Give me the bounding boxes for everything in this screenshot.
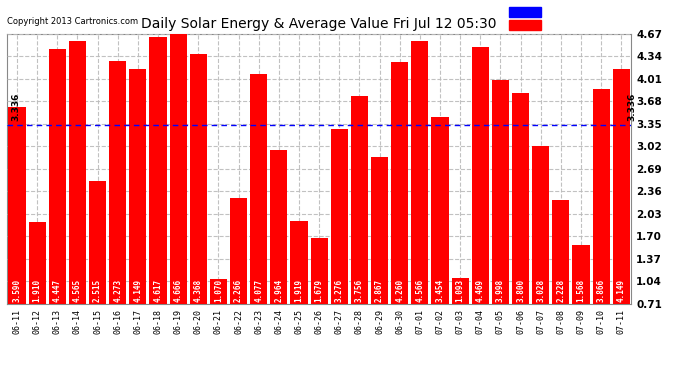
Bar	[552, 200, 569, 304]
Bar	[512, 93, 529, 304]
Text: 4.149: 4.149	[133, 279, 142, 302]
Text: 3.998: 3.998	[496, 279, 505, 302]
Bar	[509, 20, 540, 30]
Bar	[210, 279, 227, 304]
Bar	[613, 69, 630, 304]
Text: 4.273: 4.273	[113, 279, 122, 302]
Text: 2.515: 2.515	[93, 279, 102, 302]
Text: 3.336: 3.336	[11, 93, 20, 121]
Text: 4.666: 4.666	[174, 279, 183, 302]
Text: Daily     ($): Daily ($)	[544, 21, 600, 30]
Text: 1.568: 1.568	[576, 279, 586, 302]
Bar	[509, 7, 540, 17]
Text: 4.566: 4.566	[415, 279, 424, 302]
Text: 4.149: 4.149	[617, 279, 626, 302]
Text: 3.276: 3.276	[335, 279, 344, 302]
Bar	[331, 129, 348, 304]
Bar	[532, 146, 549, 304]
Bar	[190, 54, 207, 304]
Text: 3.454: 3.454	[435, 279, 444, 302]
Bar	[492, 80, 509, 304]
Bar	[230, 198, 247, 304]
Bar	[28, 222, 46, 304]
Title: Daily Solar Energy & Average Value Fri Jul 12 05:30: Daily Solar Energy & Average Value Fri J…	[141, 17, 497, 31]
Text: 3.336: 3.336	[627, 93, 636, 121]
Bar	[351, 96, 368, 304]
Text: 2.266: 2.266	[234, 279, 243, 302]
Text: Average  ($): Average ($)	[544, 8, 607, 16]
Bar	[49, 49, 66, 304]
Bar	[89, 181, 106, 304]
Text: 3.590: 3.590	[12, 279, 21, 302]
Bar	[411, 41, 428, 304]
Bar	[8, 107, 26, 304]
Text: 4.617: 4.617	[153, 279, 162, 302]
Bar	[573, 245, 589, 304]
Text: 4.565: 4.565	[73, 279, 82, 302]
Bar	[290, 221, 308, 304]
Text: 4.260: 4.260	[395, 279, 404, 302]
Bar	[391, 62, 408, 304]
Text: 4.368: 4.368	[194, 279, 203, 302]
Text: 2.867: 2.867	[375, 279, 384, 302]
Bar	[593, 88, 610, 304]
Text: 4.469: 4.469	[476, 279, 485, 302]
Text: 2.964: 2.964	[275, 279, 284, 302]
Bar	[250, 74, 267, 304]
Text: 1.910: 1.910	[32, 279, 41, 302]
Bar	[371, 157, 388, 304]
Bar	[431, 117, 448, 304]
Bar	[451, 278, 469, 304]
Text: 1.679: 1.679	[315, 279, 324, 302]
Text: 4.077: 4.077	[254, 279, 263, 302]
Text: 3.866: 3.866	[597, 279, 606, 302]
Bar	[109, 61, 126, 304]
Text: 1.093: 1.093	[455, 279, 464, 302]
Text: 3.800: 3.800	[516, 279, 525, 302]
Text: 1.919: 1.919	[295, 279, 304, 302]
Bar	[150, 38, 166, 304]
Text: 3.756: 3.756	[355, 279, 364, 302]
Bar	[472, 48, 489, 304]
Bar	[310, 238, 328, 304]
Bar	[129, 69, 146, 304]
Text: 2.228: 2.228	[556, 279, 565, 302]
Text: 1.070: 1.070	[214, 279, 223, 302]
Text: 3.028: 3.028	[536, 279, 545, 302]
Text: 4.447: 4.447	[52, 279, 62, 302]
Bar	[69, 41, 86, 304]
Bar	[170, 34, 187, 304]
Bar	[270, 150, 288, 304]
Text: Copyright 2013 Cartronics.com: Copyright 2013 Cartronics.com	[7, 17, 138, 26]
